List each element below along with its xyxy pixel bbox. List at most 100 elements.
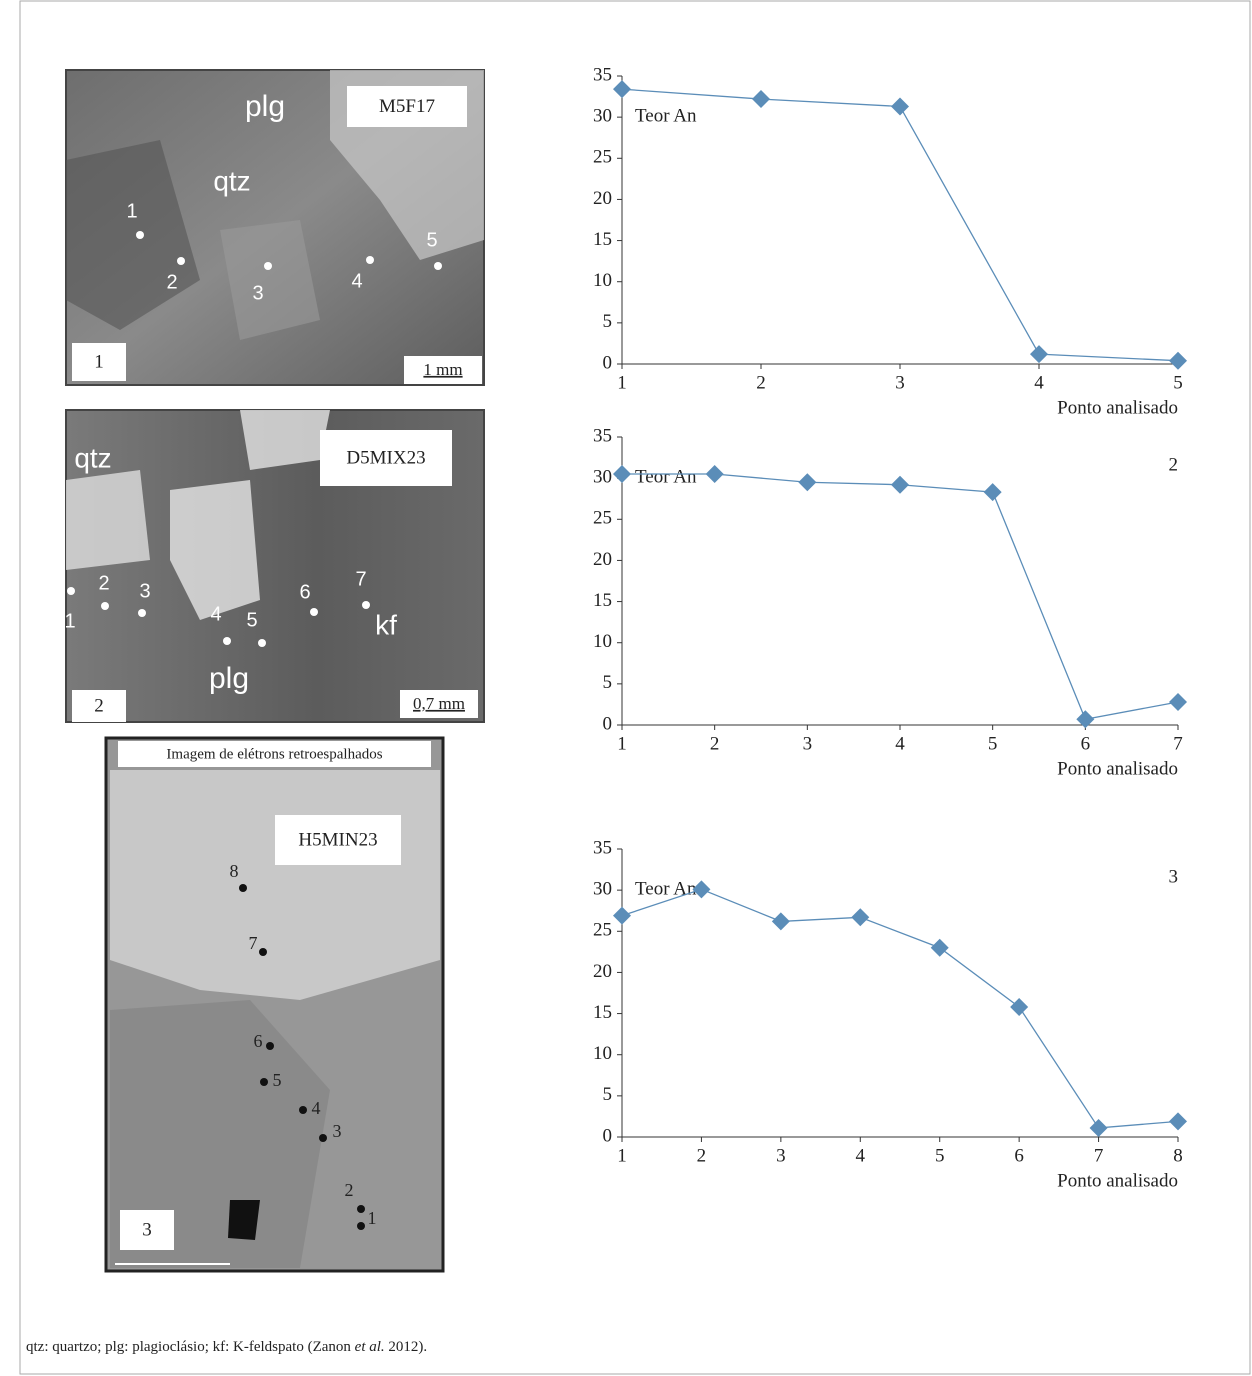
x-tick-label: 3 (803, 733, 813, 754)
mineral-label: kf (375, 609, 397, 640)
data-point (891, 476, 909, 494)
y-tick-label: 5 (603, 311, 613, 332)
analysis-point (366, 256, 374, 264)
analysis-point (101, 602, 109, 610)
sample-label: H5MIN23 (298, 829, 377, 850)
point-label: 7 (249, 933, 258, 953)
x-tick-label: 5 (935, 1145, 945, 1166)
y-tick-label: 35 (593, 837, 612, 858)
y-tick-label: 0 (603, 713, 613, 734)
panel-label: 2 (94, 695, 104, 716)
data-point (1076, 710, 1094, 728)
y-tick-label: 20 (593, 549, 612, 570)
x-tick-label: 3 (776, 1145, 786, 1166)
data-point (1169, 352, 1187, 370)
data-point (706, 465, 724, 483)
y-tick-label: 20 (593, 188, 612, 209)
caption-text: 2012). (385, 1339, 428, 1355)
analysis-point (136, 231, 144, 239)
analysis-point (260, 1078, 268, 1086)
data-point (1030, 345, 1048, 363)
y-tick-label: 35 (593, 425, 612, 446)
data-point (851, 908, 869, 926)
image-header: Imagem de elétrons retroespalhados (166, 746, 382, 762)
caption-text: et al. (355, 1339, 385, 1355)
scale-label: 1 mm (423, 360, 462, 379)
x-tick-label: 1 (617, 733, 627, 754)
analysis-point (258, 639, 266, 647)
point-label: 3 (252, 282, 263, 304)
x-tick-label: 7 (1173, 733, 1183, 754)
sample-label: D5MIX23 (346, 447, 425, 468)
point-label: 6 (254, 1031, 263, 1051)
analysis-point (266, 1042, 274, 1050)
data-point (1169, 693, 1187, 711)
y-tick-label: 20 (593, 961, 612, 982)
point-label: 6 (299, 581, 310, 603)
analysis-point (239, 884, 247, 892)
y-tick-label: 10 (593, 270, 612, 291)
y-tick-label: 25 (593, 920, 612, 941)
point-label: 5 (426, 229, 437, 251)
panel-number: 3 (1169, 866, 1179, 887)
data-point (931, 939, 949, 957)
panel-number: 2 (1169, 454, 1179, 475)
analysis-point (138, 609, 146, 617)
y-tick-label: 30 (593, 467, 612, 488)
data-point (1010, 998, 1028, 1016)
x-axis-label: Ponto analisado (1057, 758, 1178, 779)
y-tick-label: 25 (593, 508, 612, 529)
point-label: 4 (351, 270, 362, 292)
y-tick-label: 15 (593, 590, 612, 611)
scale-label: 0,7 mm (413, 694, 465, 713)
x-tick-label: 5 (1173, 372, 1183, 393)
series-label: Teor An (635, 878, 697, 899)
point-label: 7 (355, 568, 366, 590)
point-label: 3 (139, 580, 150, 602)
y-tick-label: 0 (603, 352, 613, 373)
figure: qtz: quartzo; plg: plagioclásio; kf: K-f… (0, 0, 1252, 1376)
y-tick-label: 30 (593, 106, 612, 127)
point-label: 1 (64, 610, 75, 632)
sample-label: M5F17 (379, 96, 435, 117)
x-tick-label: 6 (1081, 733, 1091, 754)
analysis-point (177, 257, 185, 265)
analysis-point (357, 1205, 365, 1213)
y-tick-label: 5 (603, 1084, 613, 1105)
point-label: 4 (210, 603, 221, 625)
caption-text: qtz: quartzo; plg: plagioclásio; kf: K-f… (26, 1339, 355, 1355)
point-label: 2 (345, 1180, 354, 1200)
data-point (984, 483, 1002, 501)
mineral-label: plg (245, 90, 285, 123)
analysis-point (299, 1106, 307, 1114)
panel-label: 3 (142, 1219, 152, 1240)
data-point (613, 465, 631, 483)
data-point (772, 912, 790, 930)
mineral-label: qtz (74, 442, 111, 473)
x-axis-label: Ponto analisado (1057, 397, 1178, 418)
point-label: 8 (230, 861, 239, 881)
point-label: 4 (312, 1098, 321, 1118)
point-label: 3 (333, 1121, 342, 1141)
point-label: 5 (246, 609, 257, 631)
point-label: 1 (368, 1208, 377, 1228)
mineral-label: qtz (213, 165, 250, 196)
data-point (613, 80, 631, 98)
analysis-point (319, 1134, 327, 1142)
analysis-point (362, 601, 370, 609)
y-tick-label: 10 (593, 631, 612, 652)
point-label: 1 (126, 200, 137, 222)
x-tick-label: 4 (1034, 372, 1044, 393)
analysis-point (259, 948, 267, 956)
analysis-point (310, 608, 318, 616)
y-tick-label: 15 (593, 229, 612, 250)
x-tick-label: 2 (697, 1145, 707, 1166)
panel-label: 1 (94, 351, 104, 372)
caption: qtz: quartzo; plg: plagioclásio; kf: K-f… (26, 1339, 427, 1355)
y-tick-label: 25 (593, 147, 612, 168)
analysis-point (434, 262, 442, 270)
y-tick-label: 10 (593, 1043, 612, 1064)
x-tick-label: 7 (1094, 1145, 1104, 1166)
mineral-label: plg (209, 662, 249, 695)
data-point (613, 907, 631, 925)
